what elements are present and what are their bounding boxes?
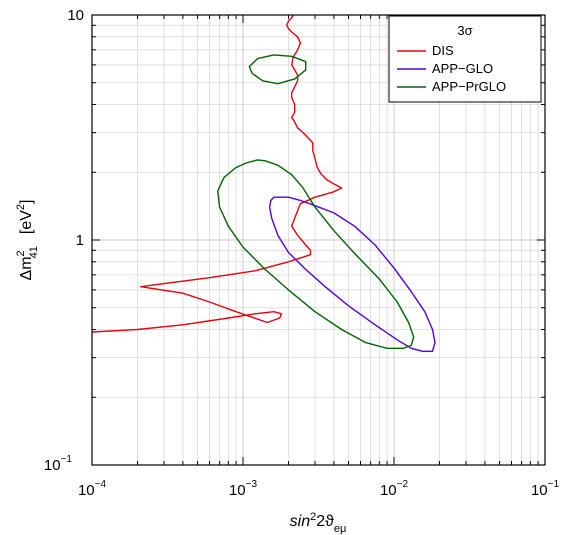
- series-layer: [92, 15, 436, 352]
- x-axis-label-sub: eμ: [334, 523, 346, 535]
- x-tick-label: 10−1: [531, 479, 560, 499]
- legend-label-app-prglo: APP−PrGLO: [432, 79, 506, 94]
- x-tick-label: 10−2: [380, 479, 409, 499]
- y-axis-label: Δm241[eV2]: [15, 200, 40, 281]
- x-axis-label-mid: 2ϑ: [316, 513, 334, 530]
- series-line-app-prglo: [217, 159, 415, 349]
- y-axis-label-sub: 41: [28, 246, 40, 258]
- legend-items: DIS APP−GLO APP−PrGLO: [397, 43, 506, 94]
- y-axis-label-unit-pre: [eV: [18, 210, 35, 234]
- y-axis-label-sup: 2: [15, 250, 27, 256]
- tick-labels: 10−4 10−3 10−2 10−1 10−1 1 10: [44, 7, 560, 499]
- series-line-app-glo: [268, 196, 436, 352]
- x-axis-label-sup: 2: [310, 511, 316, 523]
- y-axis-label-unit-post: ]: [18, 200, 35, 204]
- legend-label-dis: DIS: [432, 43, 454, 58]
- y-tick-label: 10: [67, 7, 84, 24]
- x-tick-label: 10−4: [78, 479, 107, 499]
- x-axis-label: sin22ϑeμ: [290, 511, 347, 535]
- x-axis-label-main: sin: [290, 513, 311, 530]
- legend-title: 3σ: [457, 23, 472, 38]
- y-axis-label-unit-sup: 2: [15, 204, 27, 210]
- legend: 3σ DIS APP−GLO APP−PrGLO: [388, 15, 542, 103]
- y-axis-label-main: Δm: [18, 256, 35, 280]
- series-line-dis: [92, 15, 343, 333]
- legend-label-app-glo: APP−GLO: [432, 61, 493, 76]
- series-line-app-prglo-island: [248, 54, 307, 85]
- y-tick-label: 1: [76, 232, 84, 249]
- y-tick-label: 10−1: [44, 454, 73, 474]
- x-tick-label: 10−3: [229, 479, 258, 499]
